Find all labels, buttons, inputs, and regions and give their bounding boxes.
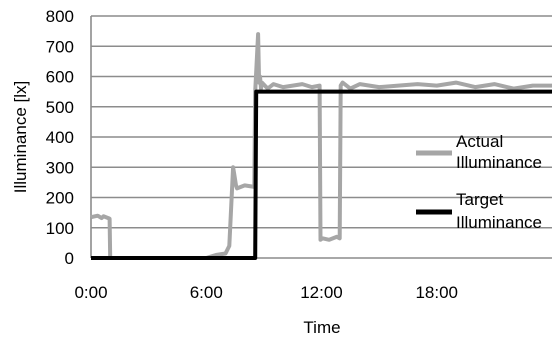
y-tick-label: 0 (65, 249, 74, 268)
legend-label-actual-1: Actual (456, 132, 503, 151)
legend-label-target-1: Target (456, 190, 504, 209)
series-target-illuminance (91, 89, 552, 260)
y-tick-label: 500 (46, 98, 74, 117)
y-tick-label: 400 (46, 128, 74, 147)
series-layer (90, 32, 552, 260)
y-tick-label: 300 (46, 158, 74, 177)
legend: Actual Illuminance Target Illuminance (416, 132, 542, 232)
y-tick-label: 600 (46, 68, 74, 87)
y-tick-labels: 0 100 200 300 400 500 600 700 800 (46, 7, 74, 268)
legend-label-target-2: Illuminance (456, 213, 542, 232)
x-tick-label: 0:00 (74, 283, 107, 302)
x-tick-label: 12:00 (300, 283, 343, 302)
legend-label-actual-2: Illuminance (456, 153, 542, 172)
x-tick-label: 6:00 (190, 283, 223, 302)
y-tick-label: 700 (46, 37, 74, 56)
x-axis-title: Time (303, 318, 340, 337)
y-tick-label: 100 (46, 219, 74, 238)
y-axis-title: Illuminance [lx] (11, 81, 30, 193)
x-tick-labels: 0:00 6:00 12:00 18:00 (74, 283, 458, 302)
y-tick-label: 800 (46, 7, 74, 26)
y-tick-label: 200 (46, 189, 74, 208)
x-tick-label: 18:00 (415, 283, 458, 302)
